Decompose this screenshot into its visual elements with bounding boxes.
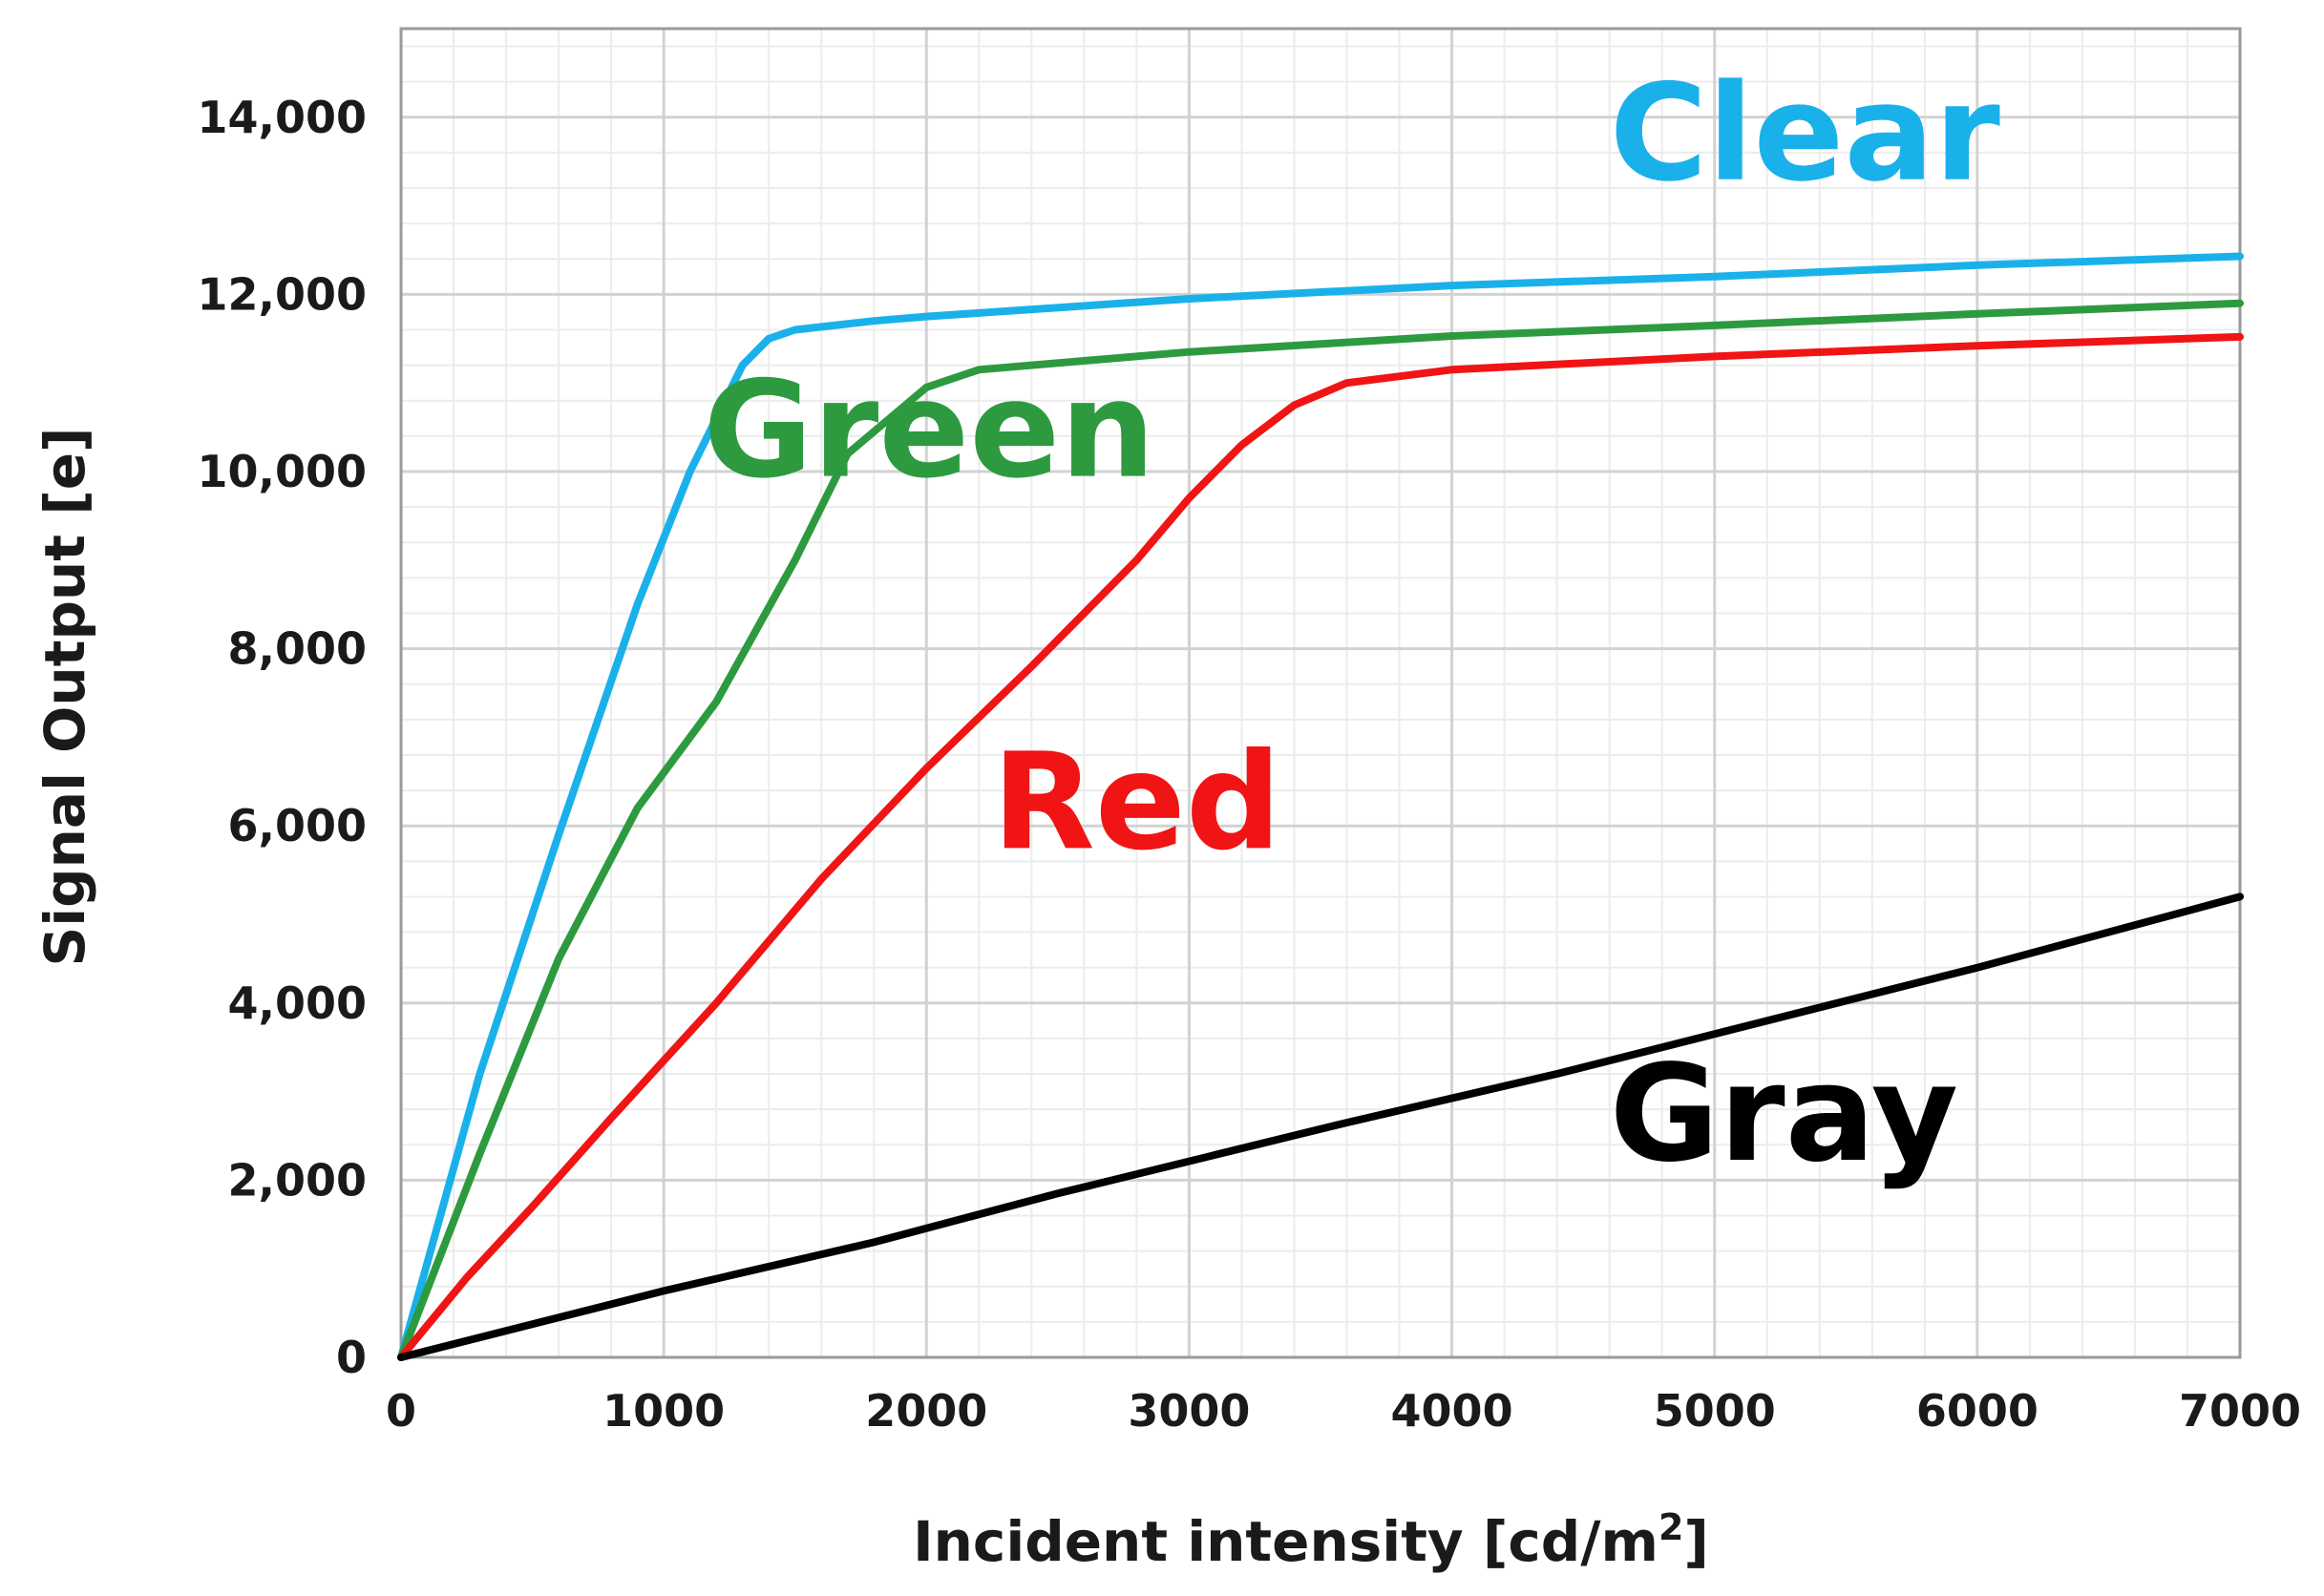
- x-tick-label: 0: [386, 1385, 416, 1437]
- series-labels: Clear Green Red Gray: [703, 56, 1999, 1192]
- y-tick-label: 12,000: [197, 268, 367, 320]
- series-label-green: Green: [703, 353, 1155, 509]
- x-tick-label: 2000: [865, 1385, 987, 1437]
- series-label-red: Red: [992, 724, 1281, 880]
- x-tick-label: 1000: [602, 1385, 725, 1437]
- y-tick-label: 14,000: [197, 92, 367, 143]
- x-tick-label: 6000: [1916, 1385, 2039, 1437]
- x-axis-title-superscript: 2: [1658, 1506, 1683, 1548]
- series-label-clear: Clear: [1610, 56, 2000, 212]
- y-tick-label: 0: [336, 1332, 367, 1383]
- y-axis-ticks: 0 2,000 4,000 6,000 8,000 10,000 12,000 14,000: [197, 92, 367, 1383]
- y-tick-label: 8,000: [227, 623, 367, 675]
- series-line-red: [397, 332, 2244, 1361]
- y-tick-label: 2,000: [227, 1154, 367, 1206]
- x-tick-label: 3000: [1128, 1385, 1250, 1437]
- series-line-clear: [397, 252, 2244, 1361]
- x-axis-title-end: ]: [1683, 1509, 1709, 1574]
- y-tick-label: 6,000: [227, 800, 367, 851]
- x-axis-title: Incident intensity [cd/m2]: [913, 1506, 1709, 1574]
- series-lines: [397, 252, 2244, 1361]
- x-axis-title-main: Incident intensity [cd/m: [913, 1509, 1658, 1574]
- x-tick-label: 4000: [1391, 1385, 1513, 1437]
- x-axis-ticks: 0 1000 2000 3000 4000 5000 6000 7000: [386, 1385, 2301, 1437]
- series-line-green: [397, 299, 2244, 1361]
- y-tick-label: 4,000: [227, 977, 367, 1029]
- y-axis-title: Signal Output [e]: [32, 427, 97, 966]
- y-tick-label: 10,000: [197, 446, 367, 497]
- plot-frame: [399, 27, 2242, 1359]
- x-tick-label: 5000: [1654, 1385, 1776, 1437]
- series-label-gray: Gray: [1610, 1037, 1958, 1192]
- grid: [399, 29, 2242, 1359]
- series-line-gray: [397, 892, 2244, 1361]
- x-tick-label: 7000: [2179, 1385, 2301, 1437]
